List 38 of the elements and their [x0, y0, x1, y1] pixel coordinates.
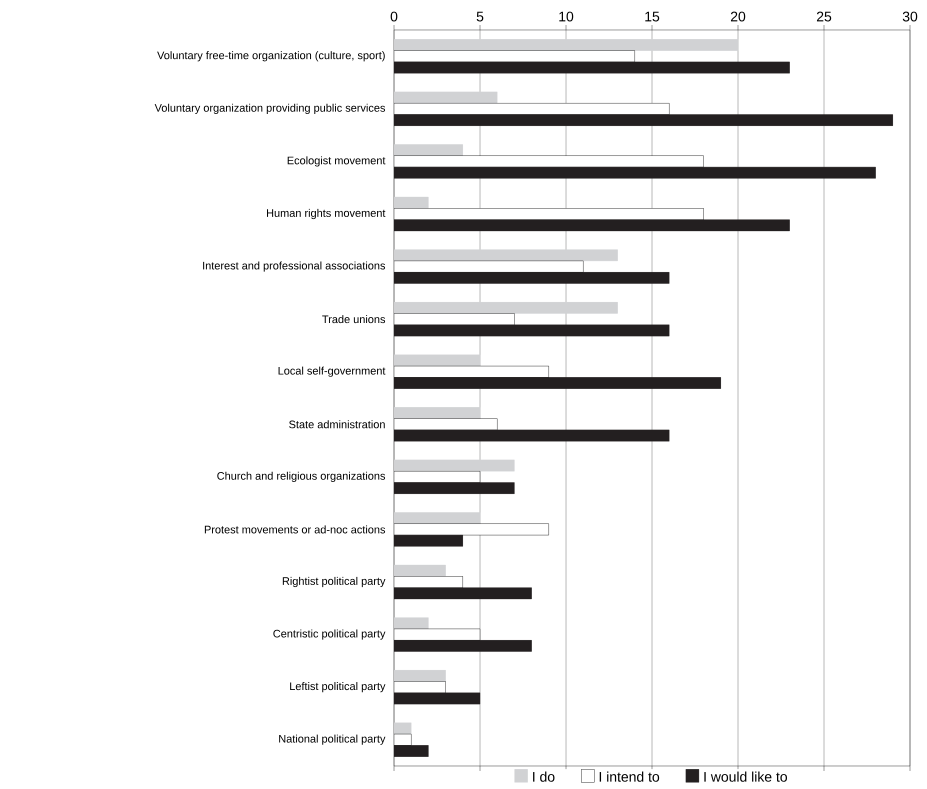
x-tick-label: 20 — [730, 12, 746, 22]
bar — [394, 670, 446, 682]
y-tick-label: Voluntary free-time organization (culture, sport) — [157, 51, 385, 62]
y-tick-label: Ecologist movement — [288, 156, 386, 167]
y-tick-label: National political party — [279, 734, 386, 745]
y-tick-label: Interest and professional associations — [203, 261, 386, 272]
bar — [394, 196, 429, 209]
legend-label: I intend to — [600, 772, 660, 782]
bar — [394, 39, 738, 51]
bar — [394, 144, 464, 156]
bar — [394, 617, 429, 630]
y-tick-label: Rightist political party — [282, 576, 386, 588]
x-tick-label: 0 — [390, 12, 398, 22]
legend-label: I would like to — [704, 772, 787, 782]
y-tick-label: Trade unions — [322, 315, 386, 324]
y-tick-label: State administration — [289, 420, 385, 428]
y-tick-label: Centristic political party — [273, 629, 386, 640]
bar — [394, 460, 515, 472]
legend-label: I do — [533, 772, 554, 782]
x-tick-label: 15 — [645, 12, 660, 22]
bar — [394, 512, 480, 524]
bar — [394, 92, 498, 104]
y-tick-label: Local self-government — [278, 366, 386, 377]
bar — [394, 249, 618, 262]
x-tick-label: 25 — [816, 12, 832, 22]
y-tick-label: Leftist political party — [290, 682, 386, 692]
bar — [394, 354, 480, 366]
bar — [394, 722, 412, 734]
y-tick-label: Protest movements or ad-noc actions — [204, 525, 386, 534]
bar — [394, 302, 618, 314]
y-tick-label: Church and religious organizations — [217, 472, 386, 482]
x-tick-label: 10 — [559, 12, 574, 22]
y-tick-label: Human rights movement — [267, 208, 386, 220]
x-tick-label: 5 — [476, 12, 484, 22]
y-tick-label: Voluntary organization providing public services — [154, 104, 386, 114]
bar — [394, 564, 446, 577]
x-tick-label: 30 — [902, 12, 918, 22]
bar — [394, 407, 480, 419]
